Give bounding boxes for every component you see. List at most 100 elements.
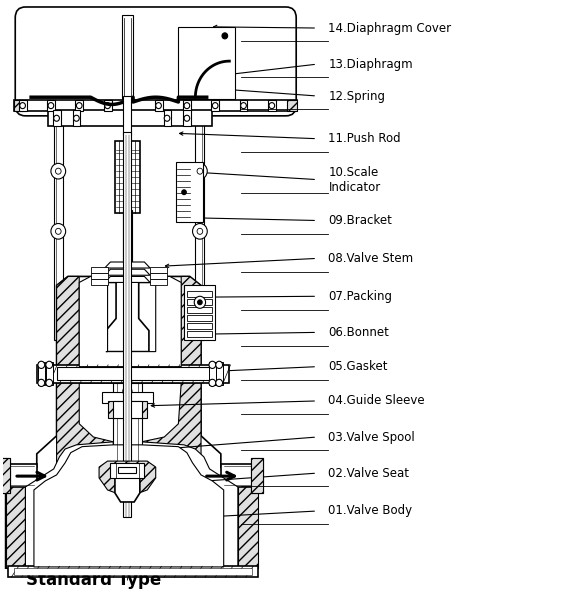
Bar — [102, 392, 153, 402]
Circle shape — [193, 223, 207, 239]
Circle shape — [20, 103, 25, 109]
Polygon shape — [14, 100, 24, 111]
Bar — [122, 15, 133, 99]
Polygon shape — [251, 458, 263, 493]
Polygon shape — [90, 268, 108, 273]
Bar — [14, 568, 252, 575]
Polygon shape — [150, 268, 167, 273]
Polygon shape — [105, 270, 150, 275]
Text: 01.Valve Body: 01.Valve Body — [328, 504, 412, 518]
Polygon shape — [105, 276, 150, 282]
Bar — [178, 27, 235, 99]
Text: 02.Valve Seat: 02.Valve Seat — [328, 467, 410, 480]
Polygon shape — [34, 445, 224, 567]
Polygon shape — [0, 458, 10, 493]
Bar — [53, 110, 61, 126]
Bar — [124, 96, 132, 135]
Circle shape — [55, 168, 61, 174]
Bar — [73, 110, 81, 126]
Circle shape — [55, 228, 61, 234]
Polygon shape — [80, 276, 181, 367]
Text: 07.Packing: 07.Packing — [328, 290, 392, 303]
Bar — [113, 383, 141, 467]
Bar — [46, 362, 53, 385]
Bar — [57, 367, 209, 381]
Bar — [187, 291, 212, 297]
Circle shape — [46, 361, 53, 368]
Bar — [37, 365, 229, 383]
Text: Standard Type: Standard Type — [26, 571, 161, 589]
Circle shape — [198, 300, 202, 305]
Bar — [113, 401, 141, 418]
Circle shape — [182, 190, 186, 195]
Circle shape — [51, 163, 66, 179]
Text: 12.Spring: 12.Spring — [328, 89, 386, 103]
Text: 10.Scale
Indicator: 10.Scale Indicator — [328, 166, 381, 194]
Bar — [108, 401, 147, 418]
Polygon shape — [150, 273, 167, 279]
Bar — [47, 100, 55, 111]
Polygon shape — [6, 383, 257, 568]
Bar — [240, 100, 248, 111]
Polygon shape — [181, 276, 201, 367]
Polygon shape — [57, 383, 113, 467]
Polygon shape — [6, 467, 25, 568]
Polygon shape — [99, 461, 156, 495]
Bar — [110, 463, 144, 478]
Circle shape — [38, 379, 45, 387]
Bar — [187, 323, 212, 329]
Text: 11.Push Rod: 11.Push Rod — [328, 132, 401, 145]
Polygon shape — [90, 273, 108, 279]
Circle shape — [105, 103, 110, 109]
Polygon shape — [150, 279, 167, 285]
Text: 03.Valve Spool: 03.Valve Spool — [328, 430, 415, 444]
Circle shape — [46, 379, 53, 387]
Bar — [118, 467, 137, 473]
Bar — [221, 464, 257, 487]
Bar — [115, 141, 140, 213]
Circle shape — [38, 361, 45, 368]
Circle shape — [216, 379, 223, 387]
Polygon shape — [25, 442, 238, 568]
Bar — [19, 100, 26, 111]
Polygon shape — [115, 467, 140, 502]
Circle shape — [216, 361, 223, 368]
Circle shape — [156, 103, 161, 109]
Bar — [211, 100, 219, 111]
Circle shape — [126, 390, 129, 393]
Bar — [187, 315, 212, 321]
Bar — [164, 110, 171, 126]
Bar — [123, 210, 132, 268]
Text: 14.Diaphragm Cover: 14.Diaphragm Cover — [328, 21, 452, 35]
Circle shape — [197, 168, 202, 174]
Circle shape — [269, 103, 275, 109]
Bar — [209, 362, 216, 385]
Circle shape — [123, 387, 132, 396]
Bar — [54, 111, 63, 339]
Bar — [251, 458, 263, 493]
Text: 08.Valve Stem: 08.Valve Stem — [328, 252, 414, 265]
Circle shape — [164, 115, 170, 121]
Polygon shape — [57, 276, 80, 367]
Text: 05.Gasket: 05.Gasket — [328, 360, 388, 373]
Circle shape — [184, 103, 190, 109]
Circle shape — [212, 103, 218, 109]
Circle shape — [77, 103, 82, 109]
Circle shape — [54, 115, 59, 121]
Polygon shape — [124, 387, 131, 396]
Bar — [184, 285, 215, 339]
Bar — [184, 110, 191, 126]
Bar — [3, 464, 37, 487]
Bar — [14, 100, 297, 111]
Bar — [154, 100, 162, 111]
Circle shape — [51, 223, 66, 239]
Bar — [268, 100, 276, 111]
Bar — [187, 331, 212, 336]
Circle shape — [222, 33, 228, 39]
Circle shape — [48, 103, 54, 109]
Polygon shape — [287, 100, 297, 111]
Circle shape — [194, 296, 205, 308]
Bar — [9, 566, 257, 577]
Polygon shape — [90, 279, 108, 285]
Circle shape — [209, 379, 216, 387]
